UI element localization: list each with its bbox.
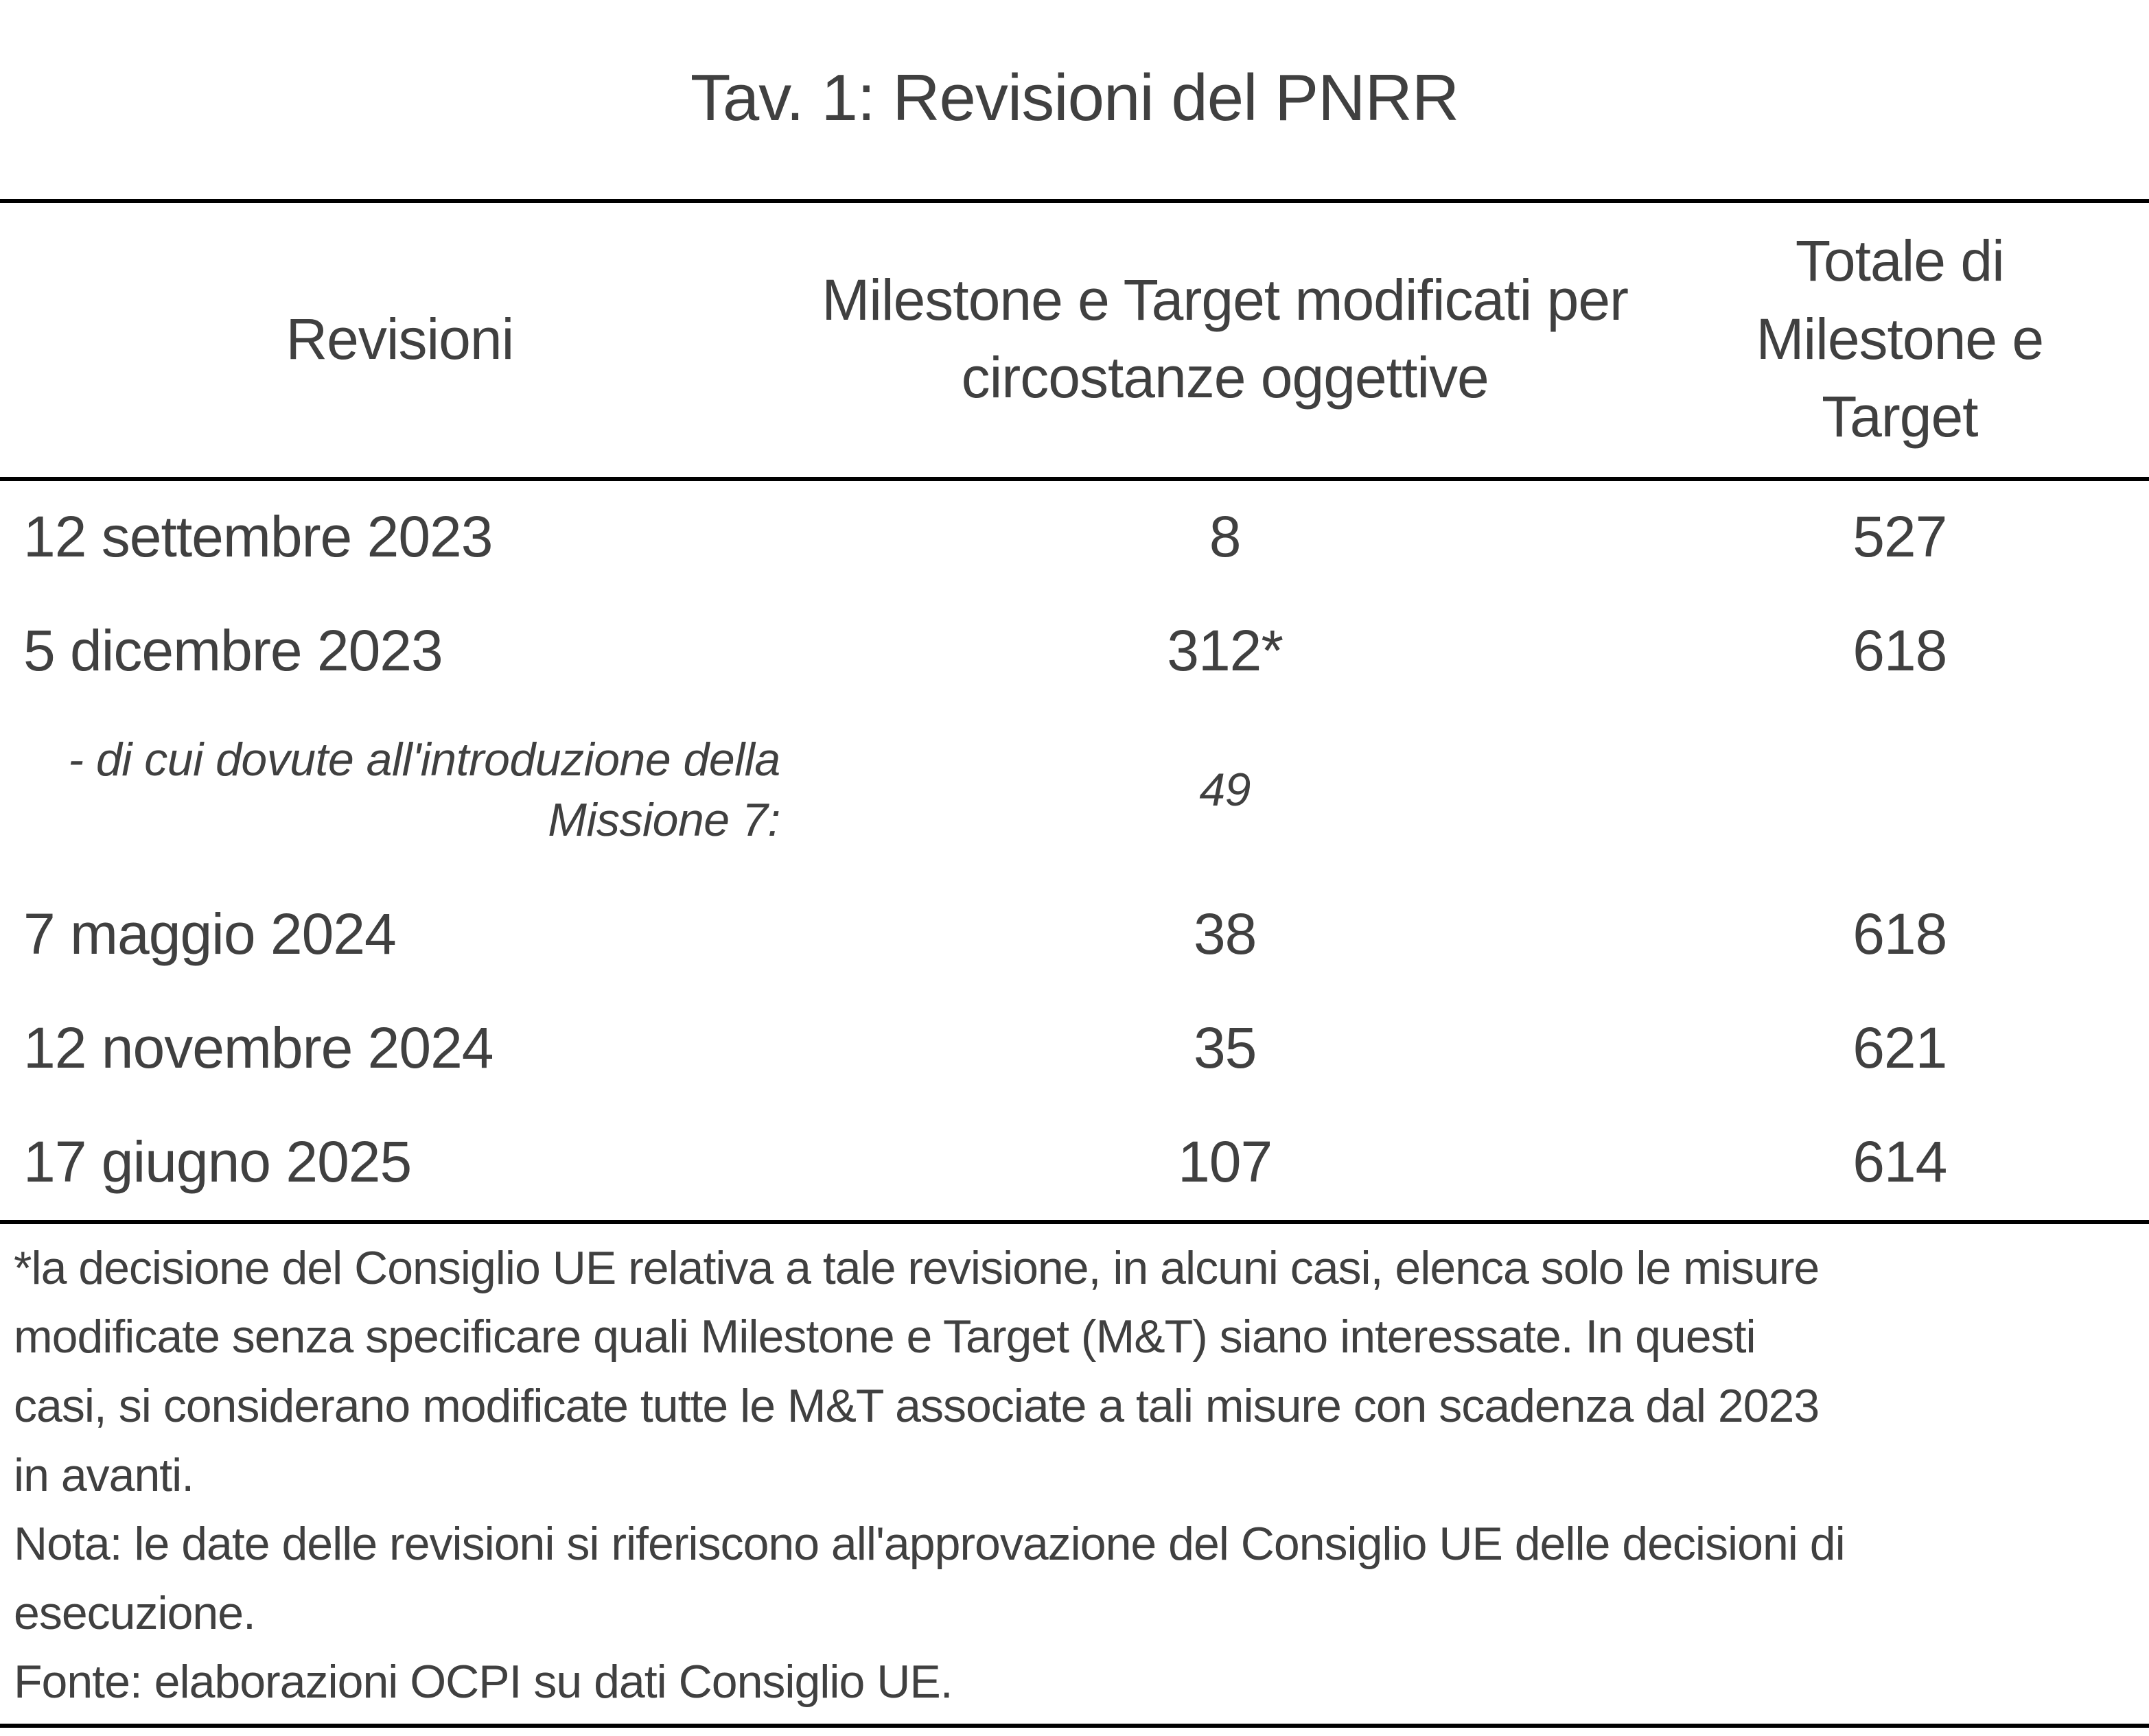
figure-title: Tav. 1: Revisioni del PNRR bbox=[0, 0, 2149, 204]
revisions-table: Revisioni Milestone e Target modificati … bbox=[0, 203, 2149, 1223]
modified-cell: 8 bbox=[1209, 504, 1242, 569]
table-row: 12 novembre 2024 35 621 bbox=[0, 992, 2149, 1106]
table-row: 5 dicembre 2023 312* 618 bbox=[0, 595, 2149, 709]
total-cell: 614 bbox=[1852, 1129, 1947, 1194]
revision-cell: 17 giugno 2025 bbox=[23, 1129, 412, 1194]
table-row: 12 settembre 2023 8 527 bbox=[0, 479, 2149, 595]
total-cell: 618 bbox=[1852, 901, 1947, 966]
footnote: *la decisione del Consiglio UE relativa … bbox=[14, 1234, 2133, 1510]
header-row: Revisioni Milestone e Target modificati … bbox=[0, 203, 2149, 481]
footnote-line: casi, si considerano modificate tutte le… bbox=[14, 1379, 1820, 1432]
revision-cell: 12 novembre 2024 bbox=[23, 1015, 494, 1080]
column-header-revisioni: Revisioni bbox=[0, 203, 800, 481]
modified-cell: 107 bbox=[1178, 1129, 1273, 1194]
revision-cell: 5 dicembre 2023 bbox=[23, 618, 443, 683]
revision-cell: 12 settembre 2023 bbox=[23, 504, 493, 569]
modified-cell: 38 bbox=[1193, 901, 1257, 966]
total-cell bbox=[1651, 709, 2149, 878]
table-body: 12 settembre 2023 8 527 5 dicembre 2023 … bbox=[0, 479, 2149, 1222]
nota: Nota: le date delle revisioni si riferis… bbox=[14, 1510, 2133, 1647]
modified-cell: 35 bbox=[1193, 1015, 1257, 1080]
column-header-milestone-modificati: Milestone e Target modificati per circos… bbox=[799, 203, 1651, 481]
total-cell: 618 bbox=[1852, 618, 1947, 683]
fonte: Fonte: elaborazioni OCPI su dati Consigl… bbox=[14, 1656, 953, 1709]
column-header-totale-milestone: Totale di Milestone e Target bbox=[1650, 203, 2149, 481]
total-cell: 621 bbox=[1852, 1015, 1947, 1080]
modified-cell: 312* bbox=[1167, 618, 1283, 683]
table-subrow-missione-7: - di cui dovute all'introduzione della M… bbox=[0, 709, 2149, 878]
notes-block: *la decisione del Consiglio UE relativa … bbox=[0, 1224, 2149, 1728]
table-row: 7 maggio 2024 38 618 bbox=[0, 878, 2149, 992]
nota-line: Nota: le date delle revisioni si riferis… bbox=[14, 1518, 1846, 1571]
footnote-line: *la decisione del Consiglio UE relativa … bbox=[14, 1241, 1820, 1294]
total-cell: 527 bbox=[1852, 504, 1947, 569]
nota-line: esecuzione. bbox=[14, 1586, 256, 1639]
table-header: Revisioni Milestone e Target modificati … bbox=[0, 203, 2149, 481]
table-row: 17 giugno 2025 107 614 bbox=[0, 1106, 2149, 1222]
footnote-line: in avanti. bbox=[14, 1448, 194, 1501]
revision-cell: 7 maggio 2024 bbox=[23, 901, 397, 966]
footnote-line: modificate senza specificare quali Miles… bbox=[14, 1311, 1756, 1363]
modified-cell: 49 bbox=[1199, 763, 1251, 816]
revision-cell: - di cui dovute all'introduzione della M… bbox=[68, 733, 780, 847]
